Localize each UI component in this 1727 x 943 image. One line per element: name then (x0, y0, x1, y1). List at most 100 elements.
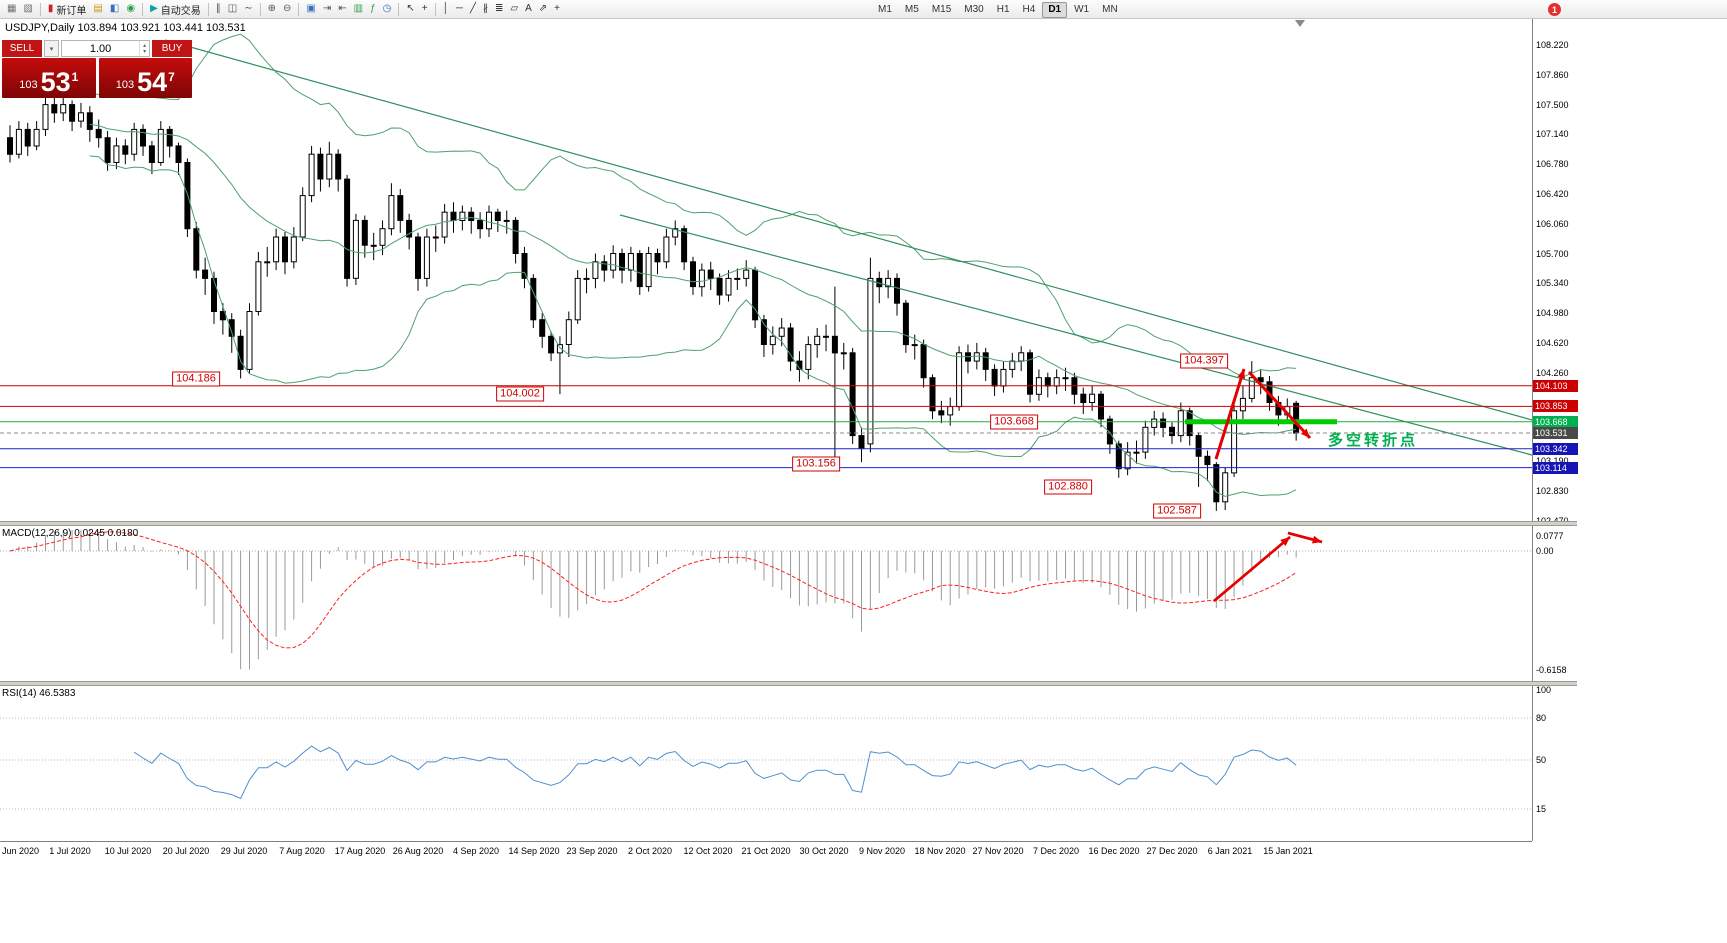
bid-pip-digit: 1 (71, 70, 79, 84)
price-axis-tick: 102.830 (1536, 486, 1569, 497)
trendline-icon: ╱ (469, 3, 476, 14)
timeframe-MN[interactable]: MN (1102, 4, 1118, 15)
chart-shift-button[interactable]: ⇤ (335, 1, 349, 17)
volume-spinner[interactable]: ▴ ▾ (139, 41, 149, 56)
candlestick-chart-button[interactable]: ◫ (225, 1, 240, 17)
panel-separator[interactable] (0, 681, 1577, 686)
indicators-button[interactable]: ƒ (367, 1, 379, 17)
sell-label[interactable]: SELL (2, 40, 42, 57)
chart-shift-icon: ⇤ (338, 3, 347, 14)
date-axis-label: 12 Oct 2020 (683, 846, 733, 856)
date-axis-label: 6 Jan 2021 (1207, 846, 1253, 856)
periods-button[interactable]: ◷ (380, 1, 395, 17)
price-chart-svg[interactable] (0, 18, 1532, 521)
autoscroll-icon: ⇥ (322, 3, 332, 14)
horizontal-line-button[interactable]: ─ (453, 1, 466, 17)
add-object-button[interactable]: + (551, 1, 563, 17)
zoom-in-icon: ⊕ (267, 3, 276, 14)
panel-separator[interactable] (0, 521, 1577, 526)
new-chart-button[interactable]: ▦ (4, 1, 19, 17)
trendline-button[interactable]: ╱ (467, 1, 479, 17)
sell-price-button[interactable]: 103 53 1 (2, 58, 96, 98)
tile-windows-icon: ▣ (306, 3, 316, 14)
navigator-button[interactable]: ◉ (123, 1, 138, 17)
line-chart-button[interactable]: ∼ (241, 1, 255, 17)
cursor-button[interactable]: ↖ (403, 1, 417, 17)
data-window-button[interactable]: ◧ (107, 1, 122, 17)
price-axis-tick: 106.060 (1536, 218, 1569, 229)
autoscroll-button[interactable]: ⇥ (320, 1, 334, 17)
volume-input[interactable] (62, 41, 140, 56)
timeframe-M5[interactable]: M5 (904, 4, 919, 15)
date-axis-label: 21 Oct 2020 (741, 846, 791, 856)
timeframe-H4[interactable]: H4 (1022, 4, 1036, 15)
templates-button[interactable]: ▥ (351, 1, 366, 17)
date-axis-label: 23 Sep 2020 (566, 846, 618, 856)
chart-shift-marker-icon (1295, 20, 1305, 27)
buy-label[interactable]: BUY (152, 40, 192, 57)
macd-svg[interactable] (0, 526, 1532, 681)
profiles-button[interactable]: ▧ (20, 1, 35, 17)
crosshair-button[interactable]: + (419, 1, 431, 17)
new-order-button[interactable]: ▮ 新订单 (45, 1, 90, 17)
bars-chart-button[interactable]: ∥ (213, 1, 224, 17)
date-axis-label: 1 Jul 2020 (49, 846, 91, 856)
date-axis-label: 4 Sep 2020 (452, 846, 500, 856)
autotrading-button-label: 自动交易 (160, 5, 201, 17)
volume-preset-dropdown[interactable]: ▾ (44, 40, 59, 57)
channel-icon: ∦ (482, 3, 488, 14)
rsi-svg[interactable] (0, 686, 1532, 841)
timeframe-M15[interactable]: M15 (931, 4, 952, 15)
timeframe-W1[interactable]: W1 (1074, 4, 1090, 15)
timeframe-M30[interactable]: M30 (964, 4, 984, 15)
timeframe-toolbar: M1 M5 M15 M30 H1 H4 D1 W1 MN (872, 2, 1124, 18)
channel-button[interactable]: ∦ (480, 1, 491, 17)
bid-big-digits: 53 (40, 67, 71, 98)
zoom-in-button[interactable]: ⊕ (265, 1, 279, 17)
market-watch-button[interactable]: ▤ (90, 1, 105, 17)
price-axis-tick: 108.220 (1536, 39, 1569, 50)
toolbar-separator (434, 2, 436, 16)
date-axis-label: 30 Oct 2020 (799, 846, 849, 856)
price-axis-tick: 107.860 (1536, 69, 1569, 80)
price-axis-tick: 100 (1536, 685, 1552, 695)
autotrading-button[interactable]: ▶ 自动交易 (147, 1, 204, 17)
price-axis-tick: 15 (1536, 804, 1547, 814)
price-label-box: 104.186 (172, 371, 220, 387)
arrows-button[interactable]: ⇗ (536, 1, 550, 17)
templates-icon: ▥ (353, 3, 364, 14)
fibonacci-button[interactable]: ≣ (492, 1, 506, 17)
data-window-icon: ◧ (109, 3, 120, 14)
timeframe-H1[interactable]: H1 (996, 4, 1010, 15)
shapes-button[interactable]: ▱ (507, 1, 521, 17)
buy-price-button[interactable]: 103 54 7 (98, 58, 192, 98)
date-axis-label: 14 Sep 2020 (508, 846, 560, 856)
tile-windows-button[interactable]: ▣ (303, 1, 318, 17)
price-label-box: 102.880 (1044, 479, 1092, 495)
date-axis[interactable]: Jun 2020 1 Jul 2020 10 Jul 2020 20 Jul 2020… (0, 841, 1532, 859)
vertical-line-button[interactable]: │ (440, 1, 452, 17)
date-axis-label: 29 Jul 2020 (220, 846, 268, 856)
crosshair-icon: + (421, 3, 428, 14)
new-order-button-label: 新订单 (56, 5, 87, 17)
timeframe-M1[interactable]: M1 (878, 4, 892, 15)
timeframe-D1[interactable]: D1 (1042, 2, 1068, 18)
notification-badge[interactable]: 1 (1548, 3, 1561, 16)
price-axis-tag: 103.668 (1533, 415, 1578, 428)
text-button[interactable]: A (522, 1, 535, 17)
date-axis-label: 7 Aug 2020 (279, 846, 325, 856)
price-axis-tick: 104.260 (1536, 367, 1569, 378)
price-axis-tick: 103.190 (1536, 456, 1569, 466)
price-axis-tick: 104.980 (1536, 308, 1569, 319)
zoom-out-button[interactable]: ⊖ (280, 1, 294, 17)
price-axis-tick: 107.500 (1536, 99, 1569, 110)
spinner-down-icon: ▾ (143, 48, 147, 55)
cursor-icon: ↖ (406, 3, 415, 14)
price-axis-tick: 105.700 (1536, 248, 1569, 259)
date-axis-label: 7 Dec 2020 (1032, 846, 1080, 856)
ask-big-digits: 54 (137, 67, 168, 98)
date-axis-label: 15 Jan 2021 (1263, 846, 1313, 856)
price-axis-tick: 0.0777 (1536, 531, 1564, 541)
price-axis[interactable]: 108.220 107.860 107.500 107.140 106.780 106.4… (1532, 18, 1578, 841)
